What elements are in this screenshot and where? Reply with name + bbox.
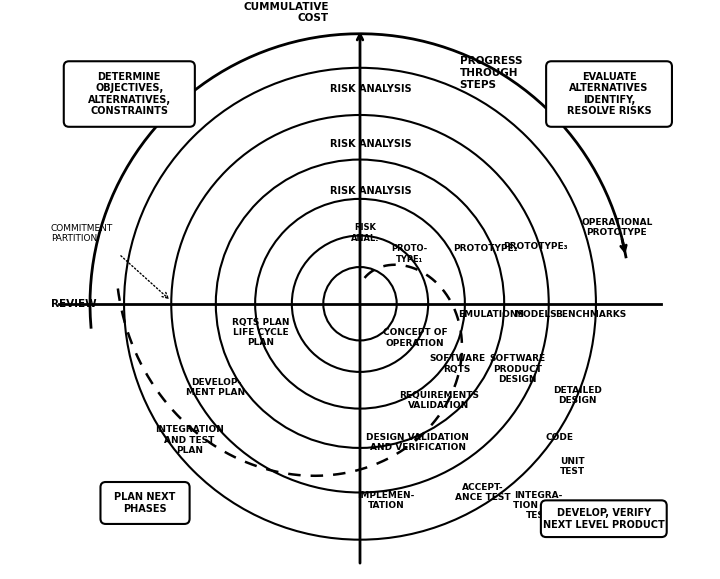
Text: BENCHMARKS: BENCHMARKS xyxy=(555,310,626,318)
Text: DEVELOP, VERIFY
NEXT LEVEL PRODUCT: DEVELOP, VERIFY NEXT LEVEL PRODUCT xyxy=(543,508,665,530)
FancyBboxPatch shape xyxy=(541,500,667,537)
Text: CODE: CODE xyxy=(545,433,573,442)
Text: CUMMULATIVE
COST: CUMMULATIVE COST xyxy=(243,2,328,23)
Text: DEVELOP-
MENT PLAN: DEVELOP- MENT PLAN xyxy=(186,378,246,397)
Text: PROTOTYPE₃: PROTOTYPE₃ xyxy=(503,241,568,251)
Text: PROTO-
TYPE₁: PROTO- TYPE₁ xyxy=(392,244,428,263)
FancyBboxPatch shape xyxy=(64,61,195,127)
Text: DESIGN VALIDATION
AND VERIFICATION: DESIGN VALIDATION AND VERIFICATION xyxy=(366,433,469,452)
Text: EVALUATE
ALTERNATIVES
IDENTIFY,
RESOLVE RISKS: EVALUATE ALTERNATIVES IDENTIFY, RESOLVE … xyxy=(567,72,652,116)
Text: RISK ANALYSIS: RISK ANALYSIS xyxy=(330,139,411,149)
Text: PROGRESS
THROUGH
STEPS: PROGRESS THROUGH STEPS xyxy=(459,56,522,90)
Text: ACCEPT-
ANCE TEST: ACCEPT- ANCE TEST xyxy=(455,483,511,502)
Text: UNIT
TEST: UNIT TEST xyxy=(559,457,585,476)
Text: CONCEPT OF
OPERATION: CONCEPT OF OPERATION xyxy=(383,328,447,347)
Text: EMULATIONS: EMULATIONS xyxy=(458,310,524,318)
Text: INTEGRATION
AND TEST
PLAN: INTEGRATION AND TEST PLAN xyxy=(156,425,224,455)
Text: PLAN NEXT
PHASES: PLAN NEXT PHASES xyxy=(114,492,176,514)
Text: RQTS PLAN
LIFE CYCLE
PLAN: RQTS PLAN LIFE CYCLE PLAN xyxy=(232,318,289,347)
FancyBboxPatch shape xyxy=(101,482,189,524)
Text: SOFTWARE
RQTS: SOFTWARE RQTS xyxy=(429,354,485,373)
Text: DETERMINE
OBJECTIVES,
ALTERNATIVES,
CONSTRAINTS: DETERMINE OBJECTIVES, ALTERNATIVES, CONS… xyxy=(88,72,171,116)
Text: REVIEW: REVIEW xyxy=(50,299,96,309)
Text: INTEGRA-
TION AND
TEST: INTEGRA- TION AND TEST xyxy=(513,490,563,521)
Text: OPERATIONAL
PROTOTYPE: OPERATIONAL PROTOTYPE xyxy=(581,218,652,237)
Text: PROTOTYPE₂: PROTOTYPE₂ xyxy=(454,244,518,253)
Text: RISK ANALYSIS: RISK ANALYSIS xyxy=(330,186,411,196)
Text: IMPLEMEN-
TATION: IMPLEMEN- TATION xyxy=(358,490,415,510)
Text: SOFTWARE
PRODUCT
DESIGN: SOFTWARE PRODUCT DESIGN xyxy=(489,354,545,384)
Text: REQUIREMENTS
VALIDATION: REQUIREMENTS VALIDATION xyxy=(399,391,479,411)
Text: RISK ANALYSIS: RISK ANALYSIS xyxy=(330,84,411,94)
Text: RISK
ANAL.: RISK ANAL. xyxy=(351,223,379,243)
Text: DETAILED
DESIGN: DETAILED DESIGN xyxy=(553,386,602,405)
FancyBboxPatch shape xyxy=(546,61,672,127)
Text: COMMITMENT
PARTITION: COMMITMENT PARTITION xyxy=(50,224,113,243)
Text: MODELS: MODELS xyxy=(514,310,557,318)
